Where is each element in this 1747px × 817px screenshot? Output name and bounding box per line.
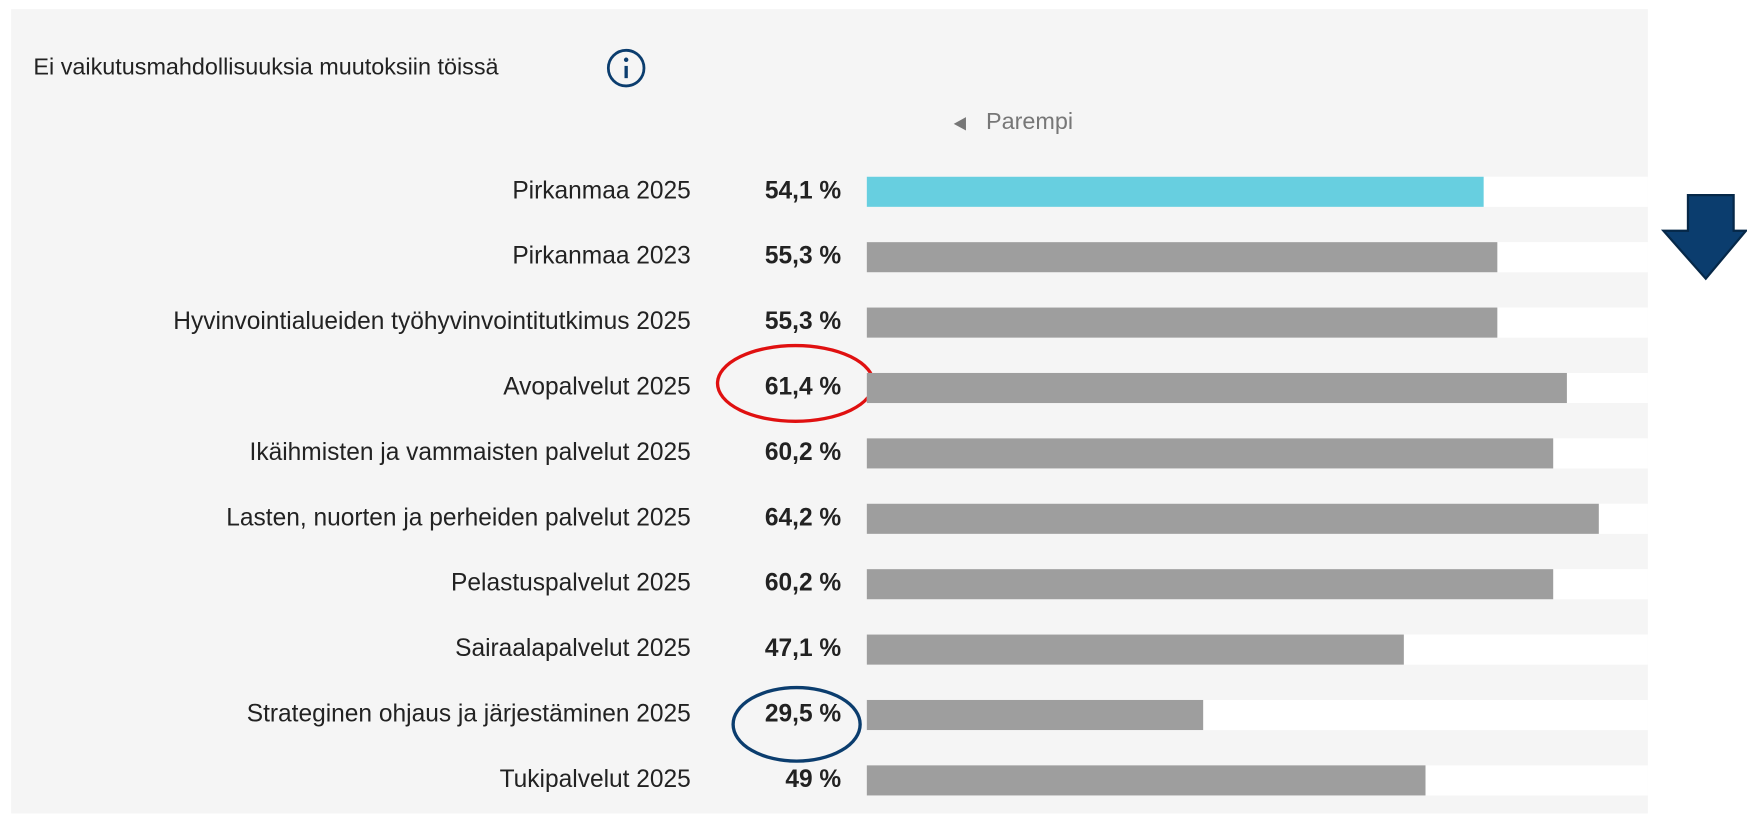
category-label: Avopalvelut 2025 (503, 373, 691, 400)
bar (866, 176, 1484, 207)
category-label: Ikäihmisten ja vammaisten palvelut 2025 (250, 439, 691, 466)
value-label: 55,3 % (765, 308, 841, 335)
value-label: 49 % (785, 766, 841, 793)
down-arrow (1660, 194, 1747, 281)
panel (11, 9, 1648, 814)
value-label: 64,2 % (765, 504, 841, 531)
bar (866, 699, 1204, 731)
value-label: 60,2 % (765, 570, 841, 597)
category-label: Tukipalvelut 2025 (500, 766, 691, 793)
category-label: Pirkanmaa 2023 (512, 243, 690, 270)
highlight-ellipse (731, 685, 862, 763)
bar (866, 765, 1426, 796)
info-icon[interactable] (606, 48, 646, 88)
category-label: Pirkanmaa 2025 (512, 177, 690, 204)
bar (866, 634, 1404, 665)
value-label: 29,5 % (765, 700, 841, 727)
value-label: 61,4 % (765, 373, 841, 400)
category-label: Sairaalapalvelut 2025 (455, 635, 691, 662)
bar (866, 307, 1498, 338)
better-label: Parempi (986, 108, 1073, 134)
value-label: 60,2 % (765, 439, 841, 466)
category-label: Lasten, nuorten ja perheiden palvelut 20… (226, 504, 691, 531)
category-label: Hyvinvointialueiden työhyvinvointitutkim… (173, 308, 691, 335)
better-arrow (953, 117, 966, 131)
category-label: Pelastuspalvelut 2025 (451, 570, 691, 597)
category-label: Strateginen ohjaus ja järjestäminen 2025 (247, 700, 691, 727)
bar (866, 372, 1567, 404)
bar (866, 242, 1498, 273)
chart-title: Ei vaikutusmahdollisuuksia muutoksiin tö… (33, 53, 498, 79)
value-label: 55,3 % (765, 243, 841, 270)
value-label: 54,1 % (765, 177, 841, 204)
bar (866, 438, 1554, 469)
value-label: 47,1 % (765, 635, 841, 662)
bar (866, 569, 1554, 600)
bar (866, 503, 1599, 534)
